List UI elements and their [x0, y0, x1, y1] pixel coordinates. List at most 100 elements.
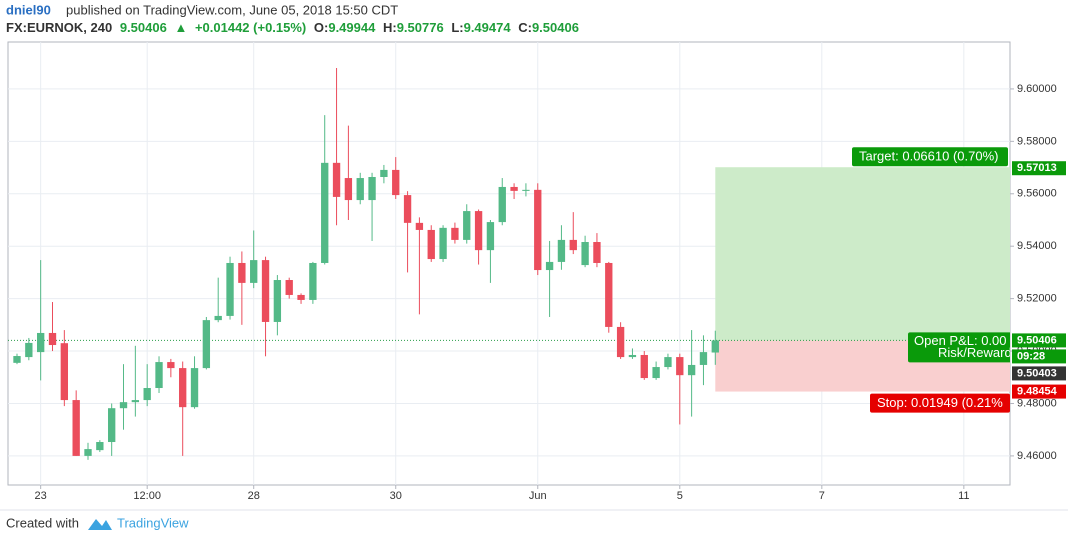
x-tick-label: 28	[248, 490, 260, 502]
candle-body	[664, 357, 672, 368]
y-tick-label: 9.58000	[1017, 135, 1057, 147]
candle-body	[463, 211, 471, 240]
candle-body	[652, 367, 660, 379]
candle-body	[13, 356, 21, 363]
candle-body	[498, 186, 506, 223]
candle-body	[155, 362, 163, 389]
candle-body	[250, 260, 258, 283]
y-tick-label: 9.56000	[1017, 188, 1057, 200]
entry-price-bg	[1012, 333, 1066, 348]
candle-body	[557, 239, 566, 262]
countdown-bg	[1012, 349, 1066, 364]
candle-body	[285, 280, 293, 295]
last: 9.50406	[120, 20, 167, 35]
arrow: ▲	[174, 20, 187, 35]
labels: 9.460009.480009.500009.520009.540009.560…	[35, 83, 1066, 502]
candle-body	[486, 222, 495, 251]
candles	[13, 67, 719, 460]
candle-body	[108, 408, 116, 443]
candle-body	[214, 315, 222, 321]
logo-icon	[88, 519, 112, 530]
candle-body	[297, 294, 305, 300]
candle-body	[202, 320, 211, 369]
logo[interactable]: TradingView	[88, 515, 189, 530]
bid-price: 9.50403	[1017, 367, 1057, 379]
candle-body	[25, 342, 33, 358]
candle-body	[711, 340, 719, 353]
y-tick-label: 9.54000	[1017, 240, 1057, 252]
candle-body	[143, 388, 151, 401]
target-price: 9.57013	[1017, 162, 1057, 174]
x-tick-label: 5	[677, 490, 683, 502]
candle-body	[427, 229, 435, 260]
candle-body	[510, 186, 518, 191]
candle-body	[699, 352, 708, 365]
low-label: L:	[451, 20, 463, 35]
candle-body	[84, 449, 92, 456]
candle-body	[356, 178, 364, 201]
candle-body	[628, 354, 637, 358]
candle-body	[226, 262, 234, 316]
close-label: C:	[518, 20, 532, 35]
x-tick-label: 30	[390, 490, 402, 502]
pnl-text: Open P&L: 0.00	[914, 333, 1007, 348]
open: 9.49944	[328, 20, 376, 35]
candle-body	[167, 362, 175, 369]
y-tick-label: 9.48000	[1017, 397, 1057, 409]
candle-body	[96, 442, 104, 451]
high-label: H:	[383, 20, 397, 35]
x-tick-label: 7	[819, 490, 825, 502]
brand[interactable]: TradingView	[117, 515, 189, 530]
open-label: O:	[314, 20, 328, 35]
y-tick-label: 9.60000	[1017, 83, 1057, 95]
created-with: Created with	[6, 515, 79, 530]
pnl-box	[908, 332, 1010, 363]
candle-body	[522, 189, 530, 191]
candle-body	[190, 368, 199, 408]
candle-body	[131, 400, 140, 403]
candle-body	[309, 262, 317, 300]
low: 9.49474	[464, 20, 512, 35]
x-tick-label: 12:00	[133, 490, 161, 502]
high: 9.50776	[397, 20, 444, 35]
close: 9.50406	[532, 20, 579, 35]
published: published on TradingView.com, June 05, 2…	[66, 2, 398, 17]
entry-price: 9.50406	[1017, 334, 1057, 346]
x-tick-label: Jun	[529, 490, 547, 502]
candle-body	[581, 242, 589, 266]
candle-body	[640, 354, 648, 379]
stop-price: 9.48454	[1017, 385, 1058, 397]
target-zone	[715, 167, 1010, 341]
change: +0.01442 (+0.15%)	[195, 20, 306, 35]
candle-body	[593, 242, 601, 263]
candle-body	[415, 222, 424, 230]
y-tick-label: 9.52000	[1017, 293, 1057, 305]
position-tool[interactable]: Target: 0.06610 (0.70%) Stop: 0.01949 (0.…	[8, 147, 1012, 413]
y-tick-label: 9.46000	[1017, 450, 1057, 462]
x-tick-label: 23	[35, 490, 47, 502]
candle-body	[273, 280, 282, 322]
candle-body	[380, 169, 388, 177]
candle-body	[60, 343, 69, 401]
candle-body	[545, 261, 554, 271]
candle-body	[676, 357, 684, 376]
target-text: Target: 0.06610 (0.70%)	[859, 149, 998, 164]
candle-body	[392, 169, 400, 196]
candle-body	[48, 332, 57, 346]
candle-body	[321, 162, 329, 263]
candle-body	[344, 178, 353, 201]
candle-body	[261, 260, 270, 322]
candle-body	[179, 368, 187, 408]
candle-body	[451, 227, 459, 240]
candle-body	[605, 262, 613, 327]
author[interactable]: dniel90	[6, 2, 51, 17]
candle-body	[439, 227, 447, 260]
candle-body	[569, 239, 577, 251]
stop-price-bg	[1012, 384, 1066, 399]
candle-body	[474, 211, 483, 251]
candle-body	[36, 332, 45, 353]
candle-body	[238, 262, 246, 283]
candle-body	[119, 402, 128, 409]
